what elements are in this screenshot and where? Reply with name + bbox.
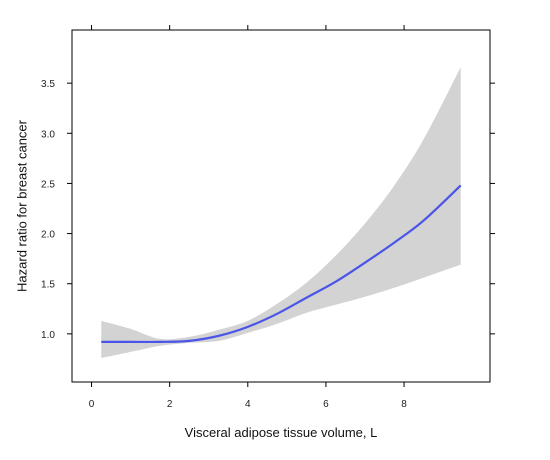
y-tick-label: 2.5 <box>41 179 55 190</box>
x-axis-ticks: 0 2 4 6 8 <box>89 25 407 410</box>
hazard-ratio-line-layer <box>101 184 462 344</box>
x-tick-label: 6 <box>323 399 329 410</box>
confidence-band <box>101 67 461 358</box>
x-tick-label: 4 <box>245 399 251 410</box>
x-tick-label: 2 <box>167 399 173 410</box>
y-tick-label: 3.0 <box>41 129 55 140</box>
confidence-band-layer <box>101 67 461 358</box>
y-tick-label: 1.0 <box>41 330 55 341</box>
x-tick-label: 0 <box>89 399 95 410</box>
y-tick-label: 2.0 <box>41 230 55 241</box>
y-axis-label: Hazard ratio for breast cancer <box>15 119 30 292</box>
x-tick-label: 8 <box>401 399 407 410</box>
x-axis-label: Visceral adipose tissue volume, L <box>185 425 378 440</box>
y-tick-label: 3.5 <box>41 79 55 90</box>
plot-frame <box>71 29 491 383</box>
y-tick-label: 1.5 <box>41 280 55 291</box>
y-axis-ticks: 1.0 1.5 2.0 2.5 3.0 3.5 <box>41 79 495 341</box>
hazard-ratio-line <box>101 184 462 344</box>
